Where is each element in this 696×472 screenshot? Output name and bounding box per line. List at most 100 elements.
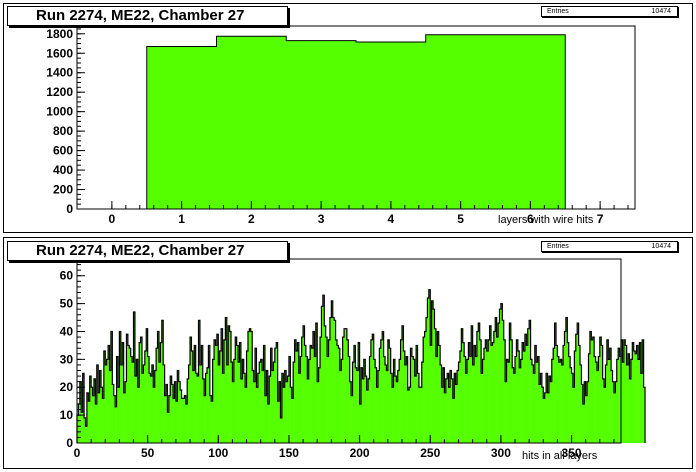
histogram-bar xyxy=(389,348,391,443)
histogram-bar xyxy=(609,348,612,443)
histogram-bar xyxy=(311,348,314,443)
histogram-bar xyxy=(123,392,126,443)
histogram-bar xyxy=(356,370,359,443)
histogram-bar xyxy=(454,373,456,443)
histogram-bar xyxy=(218,364,220,443)
histogram-bar xyxy=(177,370,179,443)
histogram-bar xyxy=(440,364,442,443)
histogram-bar xyxy=(438,345,441,443)
histogram-bar xyxy=(376,387,379,443)
histogram-bar xyxy=(426,317,428,443)
histogram-bar xyxy=(365,376,367,443)
histogram-bar xyxy=(223,339,226,443)
histogram-bar xyxy=(488,339,490,443)
histogram-bar xyxy=(139,342,141,443)
histogram-bar xyxy=(252,370,254,443)
histogram-bar xyxy=(242,359,244,443)
histogram-bar xyxy=(250,331,253,443)
histogram-bar xyxy=(611,370,613,443)
histogram-bar xyxy=(533,373,536,443)
histogram-bar xyxy=(560,359,562,443)
histogram-bar xyxy=(88,401,90,443)
histogram-bar xyxy=(342,337,345,443)
histogram-bar xyxy=(98,392,100,443)
histogram-bar xyxy=(92,395,95,443)
histogram-bar xyxy=(496,337,499,443)
histogram-bar xyxy=(349,381,352,443)
histogram-bar xyxy=(580,364,582,443)
histogram-bar xyxy=(307,378,309,443)
histogram-bar xyxy=(595,362,598,443)
histogram-bar xyxy=(550,381,553,443)
histogram-bar xyxy=(541,387,544,443)
histogram-bar xyxy=(290,387,293,443)
histogram-bar xyxy=(505,381,507,443)
histogram-bar xyxy=(164,395,167,443)
histogram-bar xyxy=(564,331,567,443)
histogram-bar xyxy=(190,337,192,443)
x-tick-label: 3 xyxy=(318,212,325,226)
histogram-bar xyxy=(604,387,606,443)
histogram-bar xyxy=(413,359,415,443)
histogram-bar xyxy=(441,387,444,443)
x-tick-label: 6 xyxy=(527,212,534,226)
histogram-bar xyxy=(424,331,427,443)
histogram-bar xyxy=(81,412,83,443)
histogram-bar xyxy=(380,339,383,443)
histogram-bar xyxy=(149,373,151,443)
histogram-bar xyxy=(471,325,473,443)
histogram-bar xyxy=(475,356,478,443)
histogram-bar xyxy=(170,376,172,443)
histogram-bar xyxy=(226,364,229,443)
histogram-bar xyxy=(338,348,341,443)
histogram-bar xyxy=(524,334,527,443)
histogram-bar xyxy=(188,364,191,443)
histogram-bar xyxy=(468,342,471,443)
histogram-bar xyxy=(264,395,267,443)
histogram-bar xyxy=(86,392,89,443)
histogram-bar xyxy=(181,398,184,443)
x-axis-title: layers with wire hits xyxy=(498,214,594,226)
histogram-bar xyxy=(522,342,524,443)
histogram-bar xyxy=(345,328,348,443)
histogram-bar xyxy=(163,364,165,443)
x-tick-label: 300 xyxy=(491,446,511,460)
histogram-bar xyxy=(120,364,123,443)
histogram-bar xyxy=(119,331,122,443)
histogram-bar xyxy=(95,403,98,443)
histogram-bar xyxy=(629,378,632,443)
histogram-bar xyxy=(382,331,384,443)
y-tick-label: 400 xyxy=(53,163,73,177)
histogram-bar xyxy=(140,337,143,443)
histogram-bar xyxy=(257,373,260,443)
histogram-bar xyxy=(334,320,336,443)
histogram-bar xyxy=(274,348,277,443)
histogram-bar xyxy=(328,339,331,443)
x-tick-label: 4 xyxy=(388,212,395,226)
histogram-bar xyxy=(262,370,264,443)
histogram-bar xyxy=(621,339,623,443)
y-tick-label: 30 xyxy=(60,352,74,366)
histogram-bar xyxy=(543,398,545,443)
histogram-bar xyxy=(108,345,110,443)
histogram-bar xyxy=(588,353,591,443)
histogram-bar xyxy=(137,387,140,443)
histogram-bar xyxy=(136,359,139,443)
histogram-bar xyxy=(222,373,225,443)
histogram-bar xyxy=(544,392,547,443)
histogram-bar xyxy=(628,353,630,443)
histogram-bar xyxy=(231,362,233,443)
histogram-bar xyxy=(287,376,290,443)
histogram-bar xyxy=(314,356,317,443)
histogram-bar xyxy=(417,373,420,443)
plot-title: Run 2274, ME22, Chamber 27 xyxy=(7,6,288,26)
histogram-bar xyxy=(420,387,423,443)
histogram-bar xyxy=(221,328,223,443)
histogram-bar xyxy=(513,373,516,443)
histogram-bar xyxy=(498,323,500,443)
stats-value: 10474 xyxy=(651,243,671,250)
histogram-bar xyxy=(450,370,452,443)
histogram-bar xyxy=(557,356,560,443)
histogram-bar xyxy=(216,36,287,209)
histogram-bar xyxy=(91,387,93,443)
